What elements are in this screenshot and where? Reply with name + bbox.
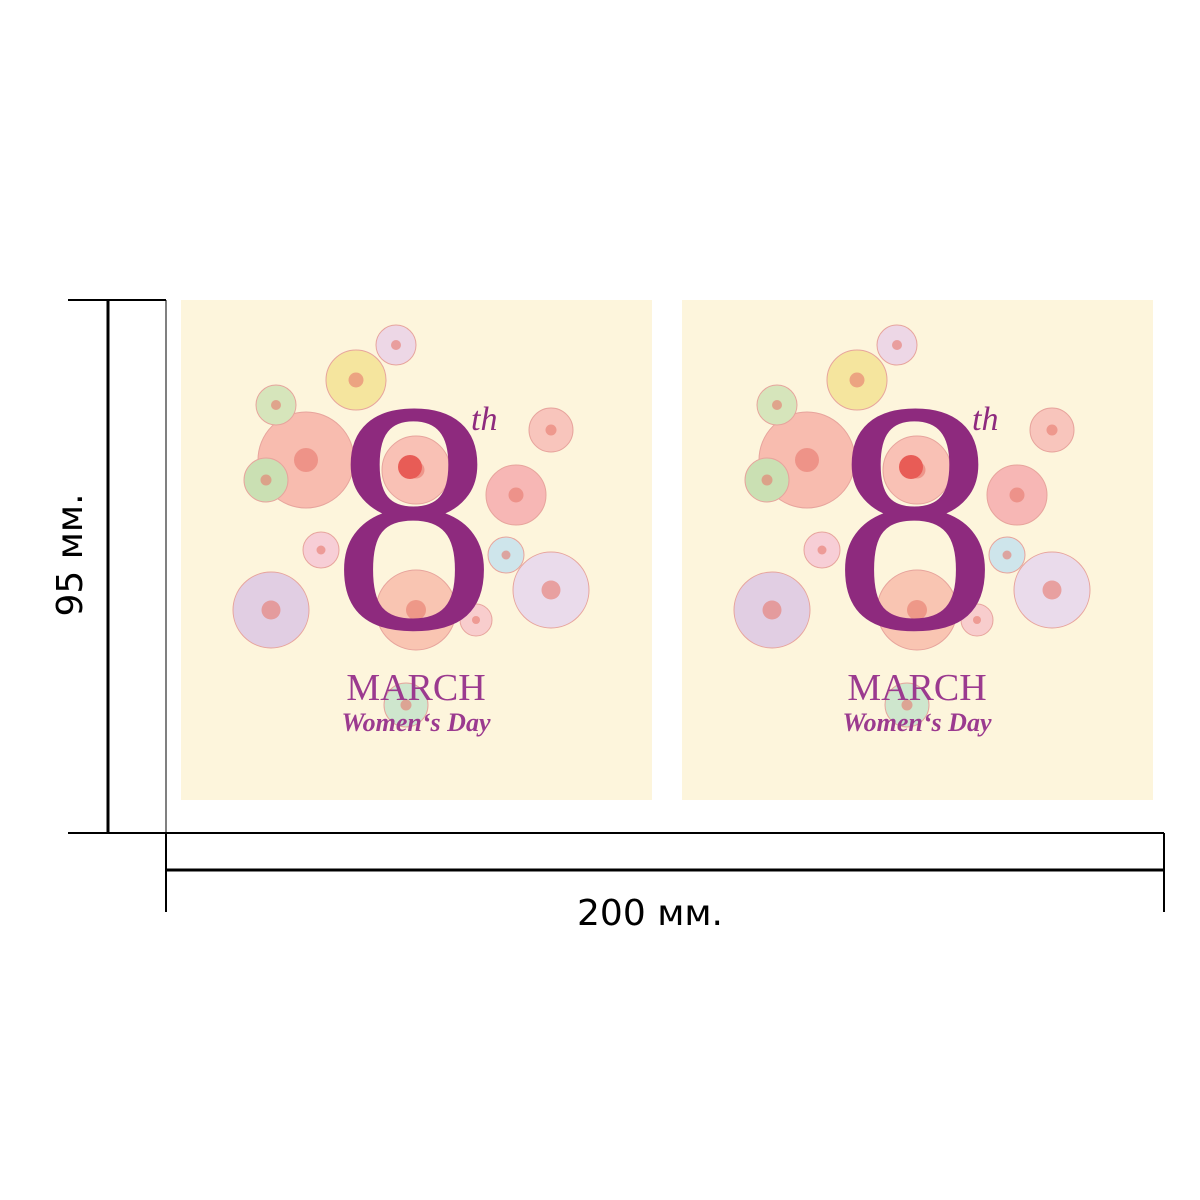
flower	[876, 324, 918, 366]
flower	[459, 603, 493, 637]
month: MARCH	[346, 667, 485, 709]
flower-center	[1042, 580, 1062, 600]
flower	[1013, 551, 1091, 629]
big-number: 8	[833, 335, 998, 700]
flower	[733, 571, 811, 649]
flower	[528, 407, 574, 453]
flower	[325, 349, 387, 411]
flower-center	[817, 545, 827, 555]
number-suffix: th	[471, 401, 497, 438]
flower	[302, 531, 340, 569]
flower-decoration	[232, 324, 590, 728]
dimension-lines	[68, 299, 1165, 912]
flower	[487, 536, 525, 574]
big-number: 8	[332, 335, 497, 700]
flower	[1029, 407, 1075, 453]
flower-center	[545, 424, 557, 436]
flower-center	[541, 580, 561, 600]
height-label: 95 мм.	[50, 493, 91, 616]
flower	[512, 551, 590, 629]
flower	[960, 603, 994, 637]
flower-center	[406, 600, 426, 620]
flower	[884, 682, 930, 728]
flower	[485, 464, 547, 526]
flower-center	[762, 600, 782, 620]
flower	[383, 682, 429, 728]
flower-center	[901, 699, 913, 711]
month: MARCH	[847, 667, 986, 709]
flower-center	[508, 487, 524, 503]
flower	[988, 536, 1026, 574]
flower-center	[261, 600, 281, 620]
flower	[375, 324, 417, 366]
flower-center	[501, 550, 511, 560]
flower-center	[316, 545, 326, 555]
flower-center	[892, 340, 902, 350]
width-label: 200 мм.	[577, 893, 723, 934]
flower-center	[1002, 550, 1012, 560]
flower-center	[1009, 487, 1025, 503]
flower-center	[400, 699, 412, 711]
flower-center	[348, 372, 364, 388]
flower	[876, 569, 958, 651]
flower-center	[795, 448, 819, 472]
flower-center	[907, 600, 927, 620]
flower	[826, 349, 888, 411]
flower-center	[772, 400, 782, 410]
flower-center	[849, 372, 865, 388]
flower-center	[398, 455, 422, 479]
flower-center	[973, 616, 981, 624]
flower	[744, 457, 790, 503]
flower	[232, 571, 310, 649]
flower	[255, 384, 297, 426]
flower-center	[761, 474, 773, 486]
flower-center	[391, 340, 401, 350]
flower-center	[1046, 424, 1058, 436]
flower-center	[899, 455, 923, 479]
flower	[756, 384, 798, 426]
flower-center	[472, 616, 480, 624]
flower-decoration	[733, 324, 1091, 728]
flower	[986, 464, 1048, 526]
flower	[243, 457, 289, 503]
number-suffix: th	[972, 401, 998, 438]
caption: Women‘s Day	[341, 708, 490, 737]
flower-center	[260, 474, 272, 486]
flower	[375, 569, 457, 651]
flower	[803, 531, 841, 569]
caption: Women‘s Day	[842, 708, 991, 737]
flower-center	[294, 448, 318, 472]
flower-center	[271, 400, 281, 410]
